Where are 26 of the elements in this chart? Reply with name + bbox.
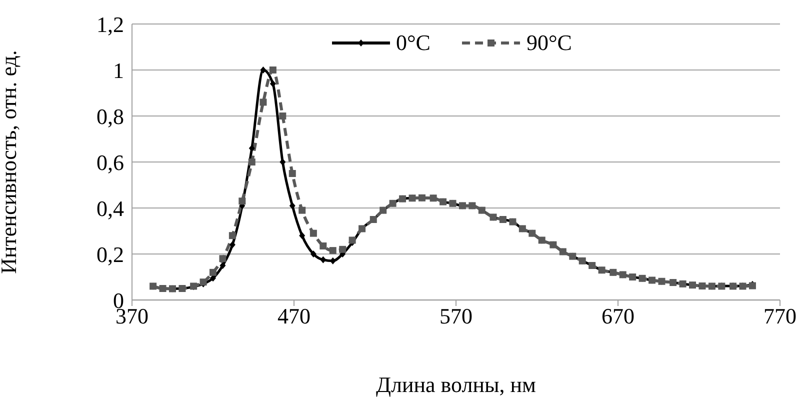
point	[248, 144, 255, 152]
point	[299, 232, 306, 240]
x-tick-label: 470	[278, 304, 310, 329]
point	[330, 257, 336, 264]
point	[220, 262, 226, 269]
y-axis-title: Интенсивность, отн. ед.	[0, 50, 21, 274]
x-tick-label: 570	[440, 304, 472, 329]
legend-label: 0°C	[396, 30, 430, 56]
y-tick-label: 0,6	[96, 150, 124, 175]
legend-label: 90°C	[526, 30, 572, 56]
point	[320, 256, 326, 264]
point	[280, 158, 286, 166]
point	[270, 80, 276, 88]
x-tick-label: 770	[764, 304, 796, 329]
y-tick-label: 0,4	[96, 196, 124, 221]
x-axis-title: Длина волны, нм	[376, 372, 536, 397]
point	[310, 250, 316, 258]
point	[229, 241, 236, 248]
point	[260, 66, 266, 74]
y-tick-label: 0,8	[96, 104, 124, 129]
y-tick-label: 1	[113, 58, 124, 83]
point	[289, 202, 296, 210]
y-tick-label: 1,2	[96, 12, 124, 37]
point	[210, 274, 216, 282]
y-tick-label: 0,2	[96, 242, 124, 267]
x-tick-label: 670	[602, 304, 634, 329]
